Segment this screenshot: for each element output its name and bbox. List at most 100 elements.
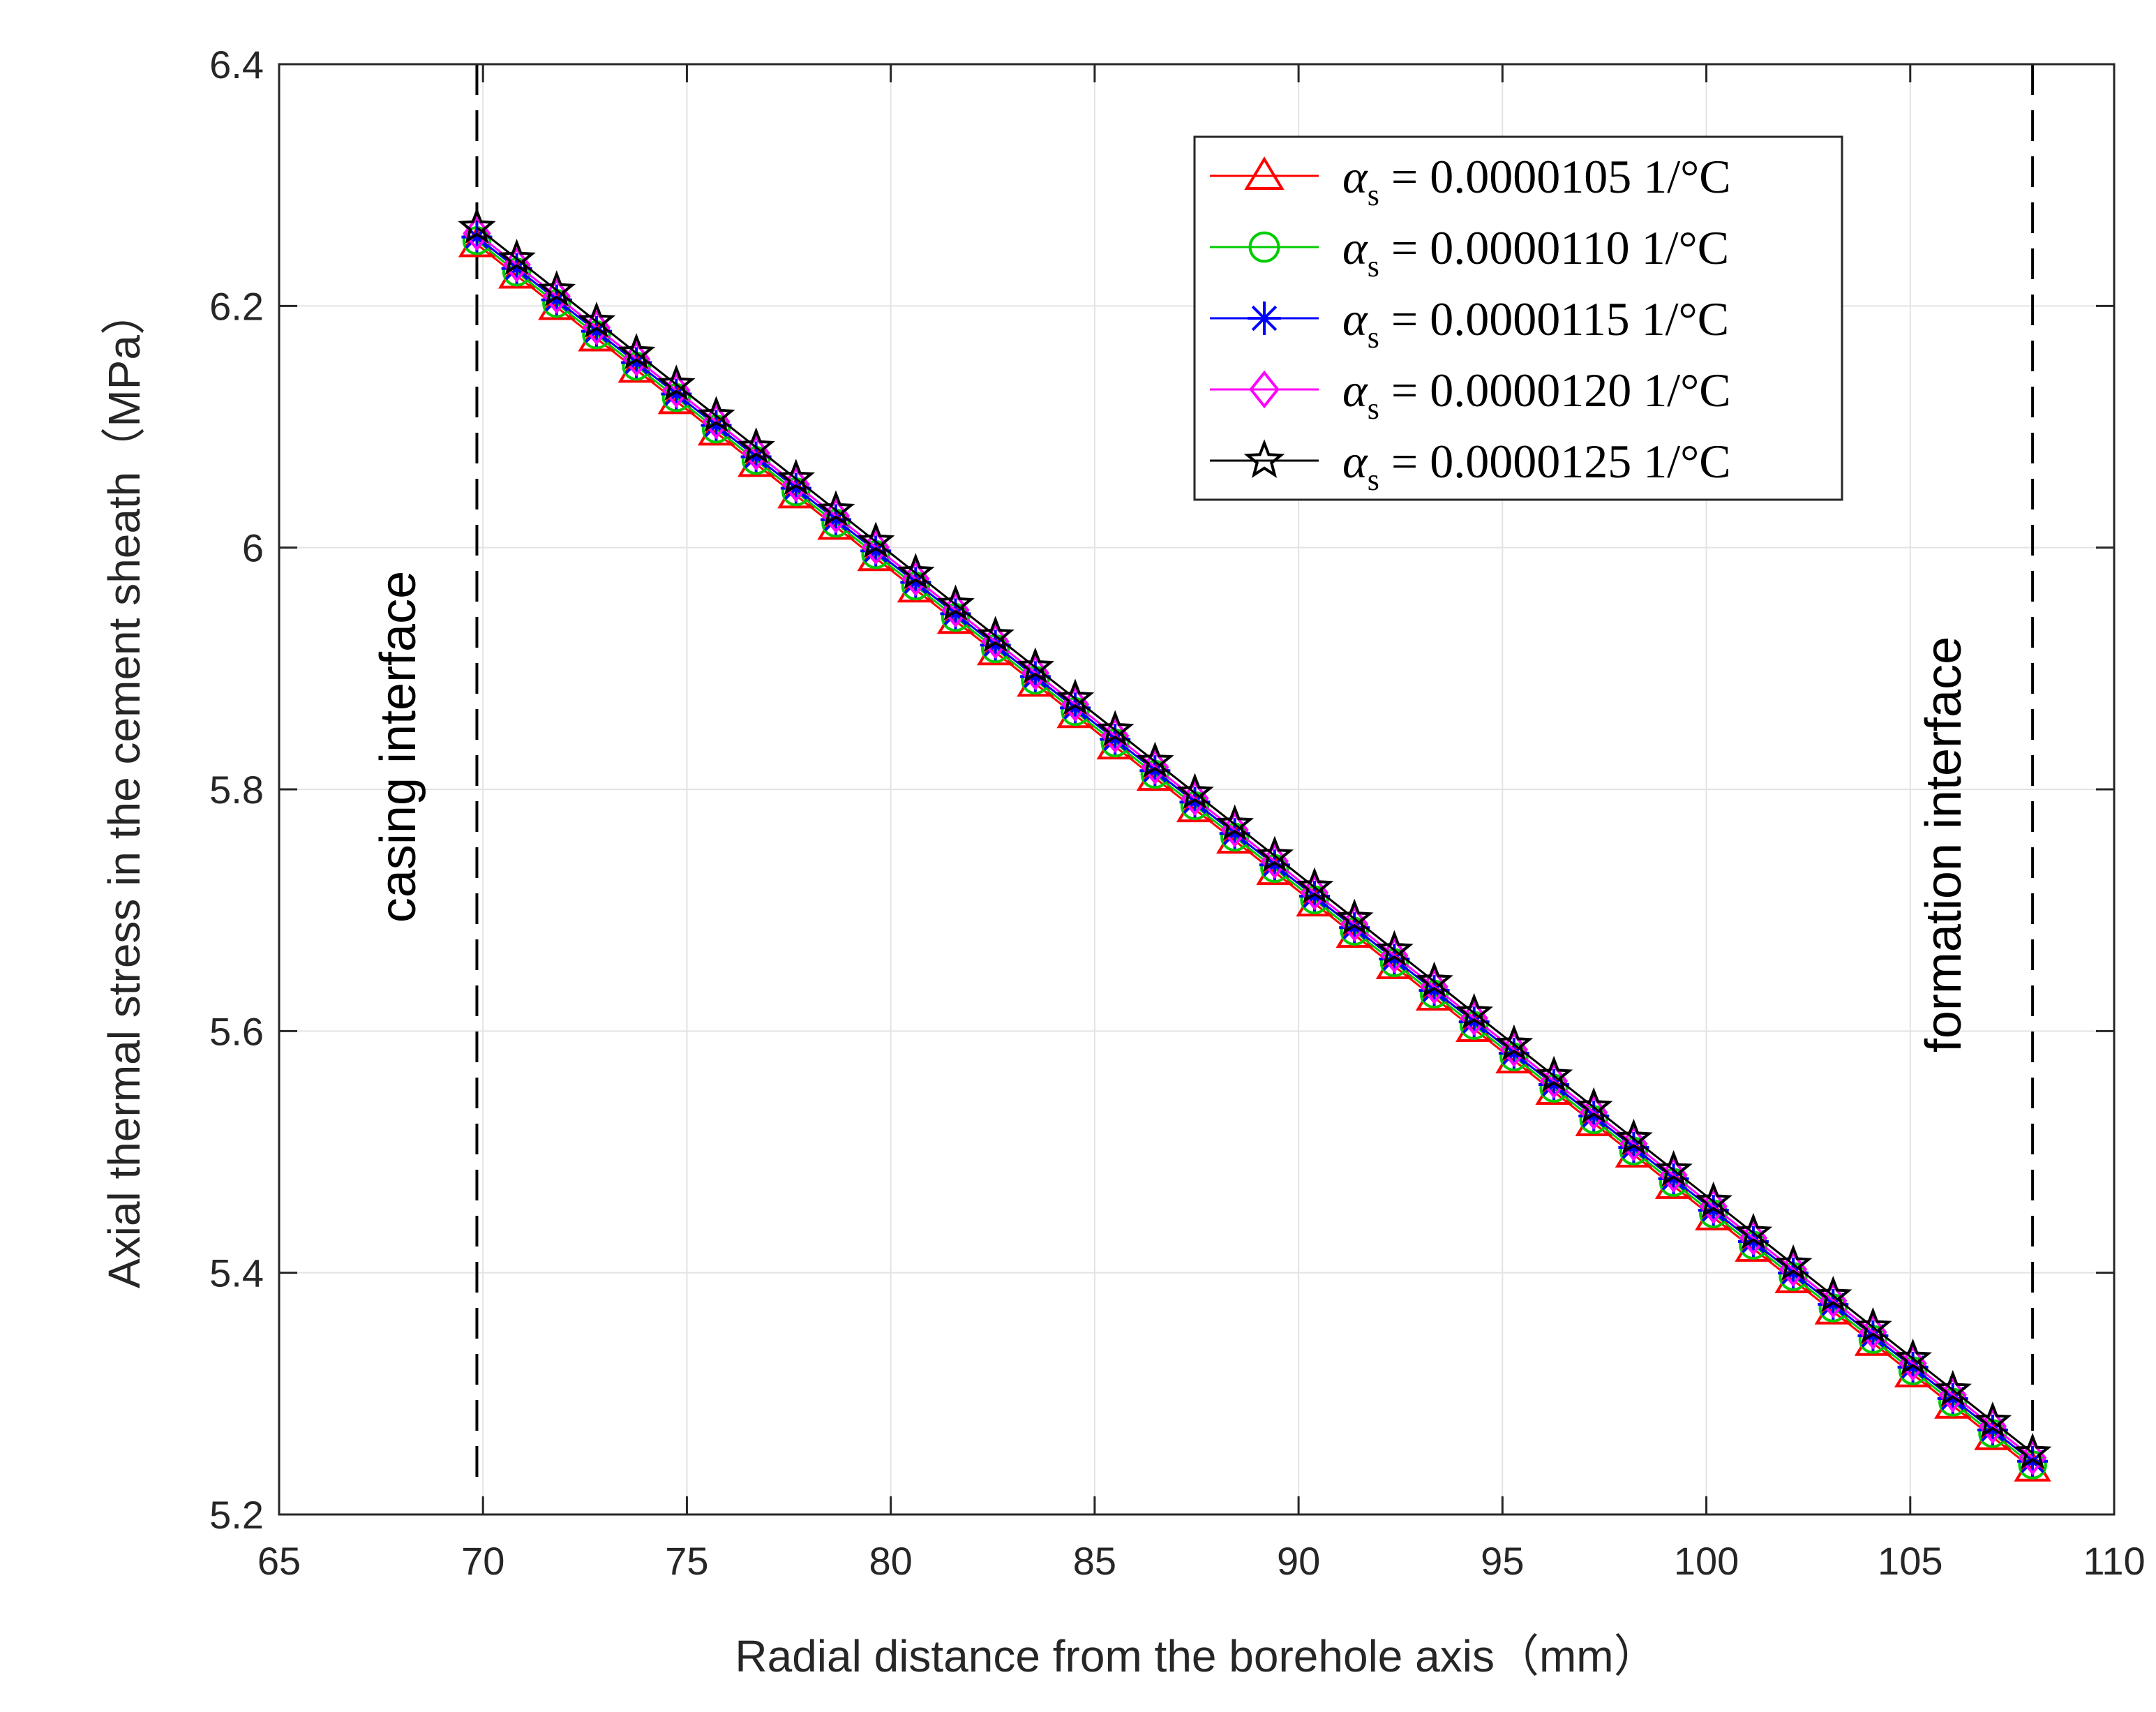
asterisk-stroke bbox=[1251, 305, 1278, 332]
marker-star bbox=[1694, 1181, 1732, 1218]
marker-star bbox=[617, 333, 656, 370]
x-tick-label: 110 bbox=[2083, 1539, 2145, 1583]
marker-star bbox=[1734, 1212, 1773, 1249]
marker-star bbox=[1255, 835, 1294, 872]
x-axis-title: Radial distance from the borehole axis（m… bbox=[735, 1631, 1658, 1681]
marker-star bbox=[1176, 773, 1214, 810]
marker-star bbox=[1933, 1369, 1972, 1406]
series-4 bbox=[458, 207, 2052, 1469]
legend-label: αs = 0.0000120 1/°C bbox=[1342, 364, 1731, 426]
legend-equals: = bbox=[1379, 435, 1430, 488]
y-tick-label: 5.4 bbox=[209, 1251, 264, 1295]
marker-star bbox=[1854, 1307, 1892, 1343]
marker-star bbox=[1016, 647, 1055, 684]
legend-item-4: αs = 0.0000125 1/°C bbox=[1210, 435, 1731, 497]
legend: αs = 0.0000105 1/°Cαs = 0.0000110 1/°Cαs… bbox=[1193, 135, 1843, 501]
x-tick-label: 100 bbox=[1674, 1539, 1739, 1583]
marker-star bbox=[1243, 439, 1285, 478]
legend-alpha-symbol: α bbox=[1342, 435, 1368, 488]
marker-star bbox=[1415, 961, 1453, 998]
marker-star bbox=[697, 396, 735, 433]
marker-triangle bbox=[1244, 156, 1285, 190]
marker-star bbox=[1495, 1024, 1534, 1061]
legend-equals: = bbox=[1379, 150, 1430, 203]
legend-label: αs = 0.0000125 1/°C bbox=[1342, 435, 1731, 497]
y-tick-label: 5.8 bbox=[209, 768, 264, 812]
legend-label: αs = 0.0000110 1/°C bbox=[1342, 221, 1729, 283]
formation-interface-label: formation interface bbox=[1916, 637, 1972, 1052]
legend-alpha-symbol: α bbox=[1342, 221, 1368, 274]
y-tick-label: 5.6 bbox=[209, 1009, 264, 1053]
x-tick-label: 75 bbox=[665, 1539, 708, 1583]
legend-value: 0.0000125 1/°C bbox=[1430, 435, 1730, 488]
legend-subscript: s bbox=[1368, 178, 1379, 212]
x-tick-label: 85 bbox=[1073, 1539, 1116, 1583]
legend-value: 0.0000105 1/°C bbox=[1430, 150, 1730, 203]
marker-star bbox=[936, 584, 975, 621]
legend-alpha-symbol: α bbox=[1342, 364, 1368, 417]
marker-star bbox=[1654, 1149, 1693, 1186]
x-tick-label: 65 bbox=[257, 1539, 301, 1583]
marker-star bbox=[1375, 930, 1414, 967]
marker-star bbox=[816, 490, 855, 527]
y-tick-label: 6 bbox=[242, 526, 264, 570]
marker-star bbox=[458, 207, 496, 244]
marker-star bbox=[777, 459, 816, 496]
interface-lines bbox=[475, 64, 2035, 1487]
marker-star bbox=[1136, 741, 1174, 778]
marker-star bbox=[1056, 678, 1095, 715]
legend-equals: = bbox=[1379, 364, 1430, 417]
legend-subscript: s bbox=[1368, 392, 1379, 426]
marker-asterisk bbox=[1248, 302, 1281, 335]
series-line-1 bbox=[476, 239, 2034, 1466]
marker-star bbox=[1814, 1275, 1852, 1312]
legend-item-3: αs = 0.0000120 1/°C bbox=[1210, 364, 1731, 426]
marker-star bbox=[856, 521, 895, 558]
y-axis-title: Axial thermal stress in the cement sheat… bbox=[99, 290, 149, 1288]
legend-item-0: αs = 0.0000105 1/°C bbox=[1210, 150, 1731, 212]
series-line-4 bbox=[476, 226, 2034, 1454]
y-tick-label: 5.2 bbox=[209, 1493, 264, 1537]
series-group bbox=[458, 207, 2052, 1482]
marker-star bbox=[1973, 1401, 2012, 1438]
marker-star bbox=[1455, 992, 1493, 1029]
marker-star bbox=[1615, 1118, 1653, 1155]
legend-value: 0.0000115 1/°C bbox=[1430, 292, 1729, 345]
legend-alpha-symbol: α bbox=[1342, 292, 1368, 345]
series-line-0 bbox=[476, 243, 2034, 1470]
casing-interface-label: casing interface bbox=[370, 571, 426, 923]
legend-label: αs = 0.0000105 1/°C bbox=[1342, 150, 1731, 212]
marker-star bbox=[657, 364, 696, 401]
annotations: casing interface formation interface bbox=[370, 571, 1972, 1052]
legend-item-1: αs = 0.0000110 1/°C bbox=[1210, 221, 1729, 283]
marker-star bbox=[1774, 1244, 1813, 1281]
marker-star bbox=[577, 302, 616, 338]
y-tick-label: 6.2 bbox=[209, 284, 264, 328]
marker-star bbox=[1215, 804, 1254, 841]
legend-subscript: s bbox=[1368, 249, 1379, 283]
marker-star bbox=[1575, 1087, 1613, 1124]
x-tick-label: 80 bbox=[869, 1539, 913, 1583]
marker-star bbox=[976, 616, 1015, 653]
marker-star bbox=[1095, 710, 1135, 747]
legend-subscript: s bbox=[1368, 320, 1379, 355]
axis-ticks: 65 70 75 80 85 90 95 100 105 110 5.2 5.4 5.6 5.8 6 6.2 6… bbox=[209, 43, 2146, 1583]
x-tick-label: 70 bbox=[461, 1539, 504, 1583]
x-tick-label: 90 bbox=[1277, 1539, 1320, 1583]
marker-star bbox=[1295, 867, 1334, 904]
marker-star bbox=[1335, 898, 1374, 935]
marker-star bbox=[537, 270, 576, 307]
x-tick-label: 95 bbox=[1481, 1539, 1524, 1583]
marker-star bbox=[2013, 1433, 2052, 1469]
marker-star bbox=[737, 427, 775, 464]
x-tick-label: 105 bbox=[1878, 1539, 1942, 1583]
legend-item-2: αs = 0.0000115 1/°C bbox=[1210, 292, 1729, 355]
marker-star bbox=[497, 239, 536, 276]
marker-star bbox=[897, 553, 935, 590]
marker-star bbox=[1534, 1055, 1573, 1092]
series-line-3 bbox=[476, 232, 2034, 1459]
legend-alpha-symbol: α bbox=[1342, 150, 1368, 203]
legend-label: αs = 0.0000115 1/°C bbox=[1342, 292, 1729, 355]
marker-star bbox=[1894, 1338, 1932, 1375]
